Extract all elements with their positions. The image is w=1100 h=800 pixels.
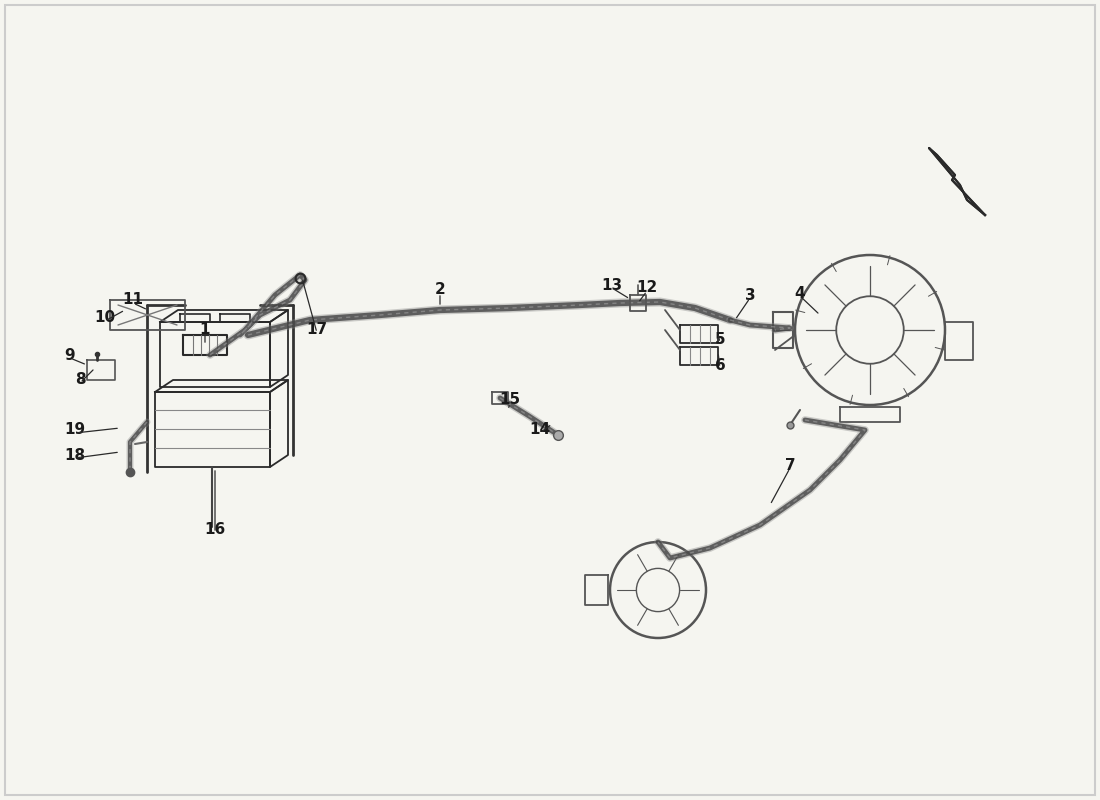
- Text: 5: 5: [715, 333, 725, 347]
- Text: 18: 18: [65, 447, 86, 462]
- Text: 14: 14: [529, 422, 551, 438]
- Polygon shape: [930, 148, 984, 215]
- Text: 15: 15: [499, 393, 520, 407]
- Text: 11: 11: [122, 293, 143, 307]
- Text: 6: 6: [715, 358, 725, 373]
- Text: 2: 2: [434, 282, 446, 298]
- Text: 7: 7: [784, 458, 795, 473]
- Text: 17: 17: [307, 322, 328, 338]
- Text: 9: 9: [65, 347, 75, 362]
- Text: 8: 8: [75, 373, 86, 387]
- Text: 3: 3: [745, 287, 756, 302]
- Text: 12: 12: [637, 281, 658, 295]
- Text: 4: 4: [794, 286, 805, 301]
- Text: 19: 19: [65, 422, 86, 438]
- Text: 10: 10: [95, 310, 116, 326]
- Text: 1: 1: [200, 322, 210, 338]
- Text: 13: 13: [602, 278, 623, 293]
- Text: 16: 16: [205, 522, 225, 538]
